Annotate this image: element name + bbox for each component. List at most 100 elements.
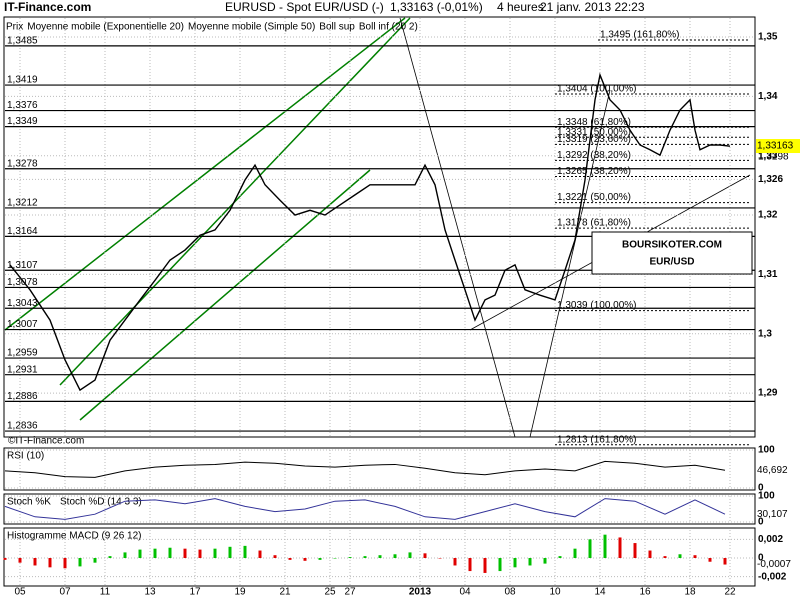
macd-bar	[363, 556, 367, 558]
y-tick-label: 1,326	[758, 174, 783, 185]
macd-bar	[198, 549, 202, 558]
x-tick-label: 10	[549, 587, 561, 598]
footer: ©IT-Finance.com	[8, 436, 84, 447]
macd-bar	[543, 558, 547, 564]
level-label: 1,3107	[7, 260, 38, 271]
legend-entry: Moyenne mobile (Exponentielle 20)	[27, 22, 184, 33]
level-label: 1,3419	[7, 75, 38, 86]
macd-bar	[63, 558, 67, 569]
x-tick-label: 25	[324, 587, 336, 598]
level-label: 1,3278	[7, 158, 38, 169]
x-tick-label: 16	[639, 587, 651, 598]
fib-label: 1,3178 (61,80%)	[557, 218, 631, 229]
macd-bar	[483, 558, 487, 573]
level-label: 1,3485	[7, 36, 38, 47]
current-label: 1,33163	[757, 141, 794, 152]
macd-bar	[123, 552, 127, 558]
level-label: 1,3078	[7, 277, 38, 288]
watermark-box	[591, 231, 753, 275]
level-label: 1,3349	[7, 116, 38, 127]
level-label: 1,3212	[7, 198, 38, 209]
macd-bar	[528, 558, 532, 566]
rsi-frame	[3, 447, 756, 491]
macd-bar	[168, 547, 172, 558]
macd-bar	[18, 558, 22, 563]
level-label: 1,2886	[7, 391, 38, 402]
macd-bar	[603, 534, 607, 558]
fib-label: 1,3495 (161,80%)	[600, 30, 680, 41]
fib-label: 1,3292 (38,20%)	[557, 150, 631, 161]
macd-bar	[393, 554, 397, 558]
frames	[3, 16, 756, 587]
fib-label: 1,2813 (161,80%)	[557, 434, 637, 445]
macd-bar	[378, 555, 382, 558]
macd-bar	[318, 558, 322, 560]
macd-bar	[93, 558, 97, 563]
panel-title: RSI (10)	[7, 451, 44, 462]
y-tick-label: 0	[758, 517, 764, 528]
channel-line	[79, 169, 371, 421]
macd-bar	[453, 558, 457, 566]
macd-bar	[693, 555, 697, 558]
level-label: 1,2931	[7, 364, 38, 375]
macd-bar	[228, 546, 232, 558]
macd-bar	[348, 557, 352, 558]
current-label: 46,692	[757, 465, 788, 476]
macd-bar	[258, 550, 262, 558]
x-tick-label: 05	[14, 587, 26, 598]
macd-bar	[303, 558, 307, 561]
macd-bar	[573, 548, 577, 558]
macd-bar	[618, 537, 622, 558]
macd-bar	[408, 552, 412, 558]
site-name: IT-Finance.com	[4, 0, 91, 14]
level-label: 1,3043	[7, 298, 38, 309]
fib-label: 1,3265 (38,20%)	[557, 166, 631, 177]
x-tick-label: 19	[234, 587, 246, 598]
macd-bar	[513, 558, 517, 568]
macd-bar	[138, 549, 142, 558]
legend-entry: Boll inf (20 2)	[359, 22, 418, 33]
fib-label: 1,3331 (50,00%)	[557, 127, 631, 138]
macd-bar	[213, 548, 217, 558]
macd-bar	[48, 558, 52, 568]
macd-bar	[183, 548, 187, 558]
macd-bar	[723, 558, 727, 565]
period: 4 heures	[497, 0, 544, 14]
trend-line	[399, 17, 516, 438]
macd-bar	[678, 554, 682, 558]
series-line	[4, 460, 726, 478]
quote: 1,33163 (-0,01%)	[390, 0, 483, 14]
current-box	[756, 139, 800, 154]
macd-bar	[663, 556, 667, 558]
legend-entry: Prix	[6, 22, 23, 33]
macd-bar	[108, 556, 112, 558]
x-tick-label: 21	[279, 587, 291, 598]
x-tick-label: 11	[100, 587, 111, 598]
current-label: 30,107	[757, 509, 788, 520]
level-label: 1,3164	[7, 226, 38, 237]
macd-frame	[3, 527, 756, 587]
y-tick-label: 1,33	[758, 150, 778, 161]
panel-subtitle: Stoch %D (14 3 3)	[60, 497, 142, 508]
macd-bar	[468, 558, 472, 572]
series-line	[4, 498, 726, 520]
series-line	[9, 72, 731, 392]
x-tick-label: 22	[724, 587, 736, 598]
y-tick-label: 1,35	[758, 32, 778, 43]
macd-bar	[708, 558, 712, 562]
current-label: -0,0007	[757, 559, 791, 570]
macd-bar	[648, 550, 652, 558]
macd-bar	[333, 558, 337, 559]
panel-title: Histogramme MACD (9 26 12)	[7, 531, 141, 542]
y-tick-label: 1,34	[758, 91, 778, 102]
y-tick-label: 0,002	[758, 534, 783, 545]
macd-bar	[273, 555, 277, 558]
macd-bar	[153, 548, 157, 558]
level-label: 1,2836	[7, 421, 38, 432]
y-tick-label: 1,31	[758, 269, 778, 280]
macd-bar	[423, 553, 427, 558]
macd-bar	[633, 543, 637, 558]
macd-bar	[243, 545, 247, 558]
x-tick-label: 04	[459, 587, 471, 598]
